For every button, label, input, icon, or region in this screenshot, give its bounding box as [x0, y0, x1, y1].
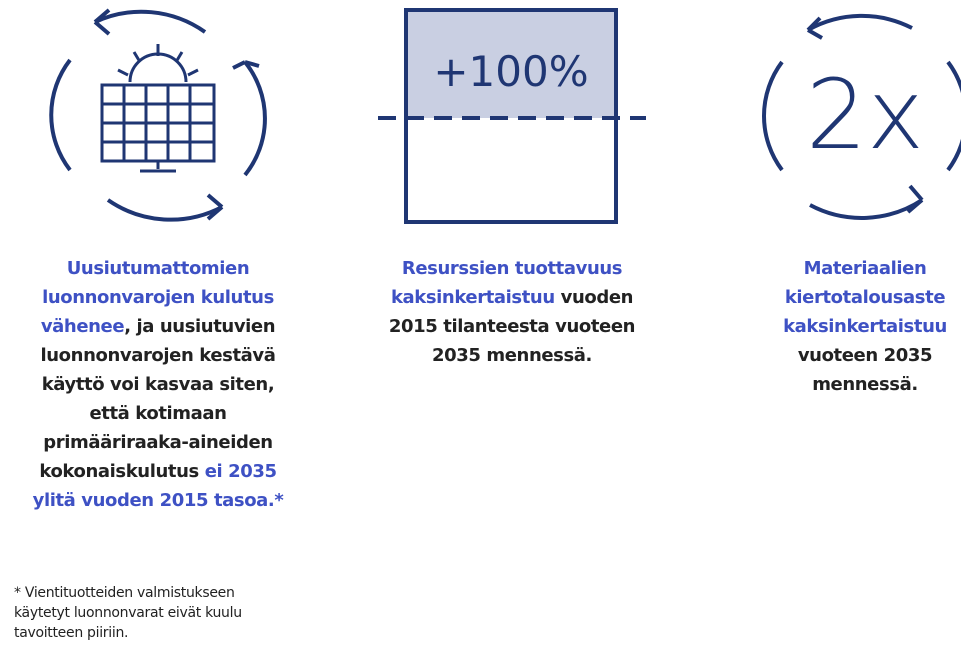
emphasis-text: ei 2035: [204, 461, 277, 482]
footnote-line: tavoitteen piiriin.: [14, 625, 129, 641]
footnote: * Vientituotteiden valmistukseen käytetyt…: [14, 583, 242, 643]
box-label: +100%: [433, 47, 588, 96]
emphasis-text: vähenee: [40, 316, 125, 337]
text-line: mennessä.: [695, 370, 961, 399]
text-line: kaksinkertaistuu: [695, 312, 961, 341]
body-text: , ja uusiutuvien: [124, 316, 276, 337]
emphasis-text: Uusiutumattomien: [66, 258, 250, 279]
column-text: Resurssien tuottavuus kaksinkertaistuu vu…: [342, 254, 682, 370]
text-line: käyttö voi kasvaa siten,: [0, 370, 328, 399]
icons: +100% 2x: [49, 8, 961, 224]
emphasis-text: ylitä vuoden 2015 tasoa.*: [32, 490, 284, 511]
body-text: kokonaiskulutus: [39, 461, 205, 482]
text-line: luonnonvarojen kestävä: [0, 341, 328, 370]
text-line: kiertotalousaste: [695, 283, 961, 312]
text-line: primääriraaka-aineiden: [0, 428, 328, 457]
emphasis-text: kiertotalousaste: [784, 287, 946, 308]
text-line: kokonaiskulutus ei 2035: [0, 457, 328, 486]
solar-panel: [100, 44, 216, 173]
text-line: vähenee, ja uusiutuvien: [0, 312, 328, 341]
body-text: 2035 mennessä.: [432, 345, 592, 366]
body-text: käyttö voi kasvaa siten,: [41, 374, 275, 395]
column-text: Uusiutumattomien luonnonvarojen kulutus vä…: [0, 254, 328, 515]
body-text: vuoteen 2035: [797, 345, 933, 366]
text-line: Materiaalien: [695, 254, 961, 283]
footnote-line: käytetyt luonnonvarat eivät kuulu: [14, 605, 242, 621]
text-line: vuoteen 2035: [695, 341, 961, 370]
emphasis-text: kaksinkertaistuu: [783, 316, 947, 337]
footnote-line: * Vientituotteiden valmistukseen: [14, 585, 235, 601]
text-line: Uusiutumattomien: [0, 254, 328, 283]
body-text: vuoden: [554, 287, 634, 308]
emphasis-text: Resurssien tuottavuus: [401, 258, 623, 279]
growth-fill: [406, 10, 616, 118]
body-text: mennessä.: [812, 374, 918, 395]
emphasis-text: kaksinkertaistuu: [390, 287, 555, 308]
circle-label: 2x: [806, 59, 924, 171]
text-line: ylitä vuoden 2015 tasoa.*: [0, 486, 328, 515]
body-text: 2015 tilanteesta vuoteen: [388, 316, 636, 337]
text-line: että kotimaan: [0, 399, 328, 428]
cycle-arrows-1: [49, 8, 267, 222]
body-text: primääriraaka-aineiden: [43, 432, 273, 453]
column-text: Materiaalien kiertotalousaste kaksinkertai…: [695, 254, 961, 399]
text-line: Resurssien tuottavuus: [342, 254, 682, 283]
text-line: kaksinkertaistuu vuoden: [342, 283, 682, 312]
text-line: 2035 mennessä.: [342, 341, 682, 370]
text-line: luonnonvarojen kulutus: [0, 283, 328, 312]
body-text: luonnonvarojen kestävä: [40, 345, 276, 366]
text-line: 2015 tilanteesta vuoteen: [342, 312, 682, 341]
emphasis-text: Materiaalien: [803, 258, 927, 279]
cycle-arrows-2: [762, 13, 961, 220]
body-text: että kotimaan: [89, 403, 227, 424]
emphasis-text: luonnonvarojen kulutus: [42, 287, 274, 308]
